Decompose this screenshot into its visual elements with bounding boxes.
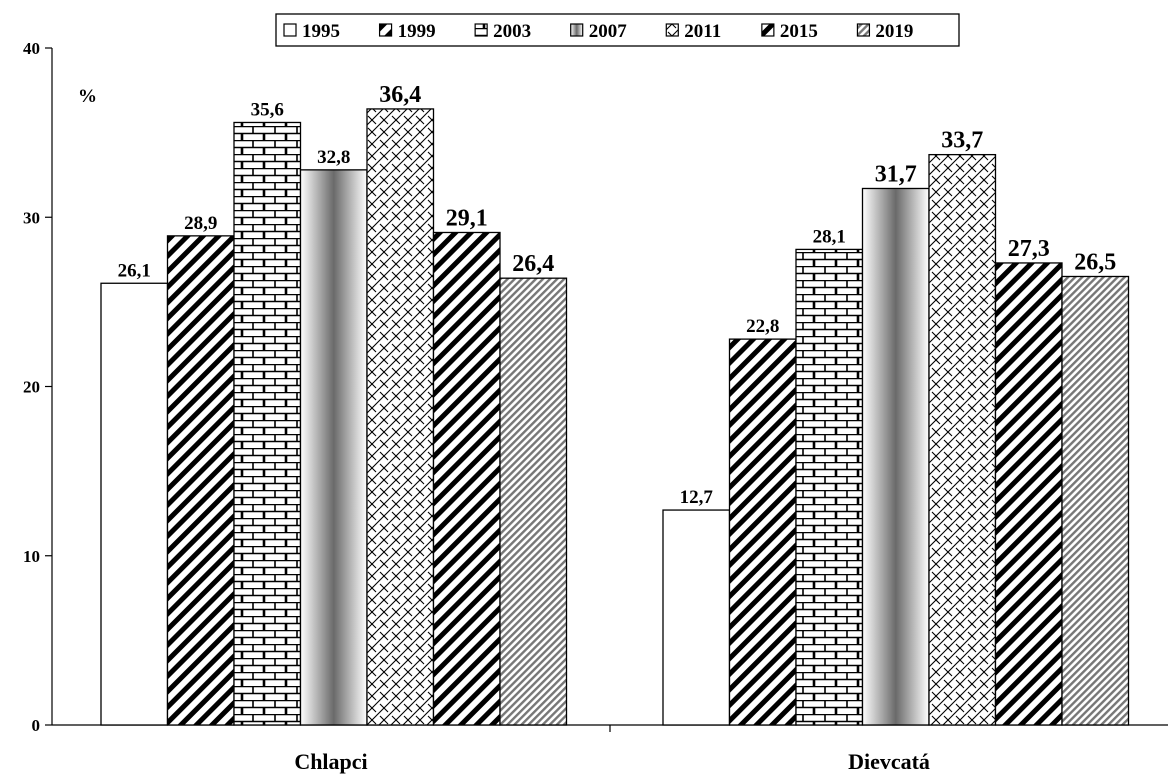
- legend-label-2011: 2011: [684, 21, 721, 42]
- data-label-chlapci-2015: 29,1: [446, 205, 488, 231]
- legend-swatch-2011: [665, 23, 679, 37]
- data-label-chlapci-2011: 36,4: [379, 82, 421, 108]
- bar-chlapci-2011: [366, 108, 435, 726]
- data-label-dievcata-2019: 26,5: [1074, 249, 1116, 275]
- legend-swatch-2019: [856, 23, 871, 37]
- bar-chlapci-1999: [166, 235, 235, 726]
- legend-swatch-2015: [761, 23, 775, 37]
- data-label-dievcata-2011: 33,7: [941, 128, 983, 154]
- data-label-chlapci-1999: 28,9: [184, 213, 217, 234]
- legend-label-2019: 2019: [875, 21, 913, 42]
- bar-dievcata-2003: [795, 248, 864, 726]
- y-tick-label: 30: [23, 208, 40, 227]
- bar-dievcata-2011: [928, 153, 997, 726]
- legend-label-2007: 2007: [589, 21, 628, 42]
- bar-chlapci-1995: [100, 282, 169, 726]
- data-label-chlapci-1995: 26,1: [118, 260, 151, 281]
- y-tick-label: 20: [23, 378, 40, 397]
- x-category-label-chlapci: Chlapci: [294, 749, 367, 774]
- legend-label-1999: 1999: [398, 21, 436, 42]
- y-tick-label: 10: [23, 547, 40, 566]
- legend-swatch-2003: [474, 23, 488, 37]
- bar-dievcata-1995: [662, 509, 731, 726]
- bar-dievcata-1999: [728, 338, 797, 726]
- bar-dievcata-2015: [994, 262, 1063, 726]
- legend-swatch-1999: [378, 23, 393, 37]
- data-label-dievcata-2007: 31,7: [875, 161, 917, 187]
- bar-dievcata-2019: [1061, 275, 1130, 726]
- data-label-dievcata-2015: 27,3: [1008, 236, 1050, 262]
- data-label-dievcata-2003: 28,1: [813, 226, 846, 247]
- legend-swatch-1995: [283, 23, 297, 37]
- bar-chlapci-2019: [499, 277, 568, 726]
- legend-label-2015: 2015: [780, 21, 818, 42]
- data-label-chlapci-2003: 35,6: [251, 99, 284, 120]
- legend-label-1995: 1995: [302, 21, 340, 42]
- data-labels: 26,1 28,9 35,6 32,8 36,4 29,1 26,4 12,7 22,8 28,1…: [118, 82, 1117, 508]
- legend-swatch-2007: [570, 23, 584, 37]
- legend: 1995 1999 2003 2007 2011 2015 2019: [275, 13, 960, 47]
- y-axis-label: %: [78, 86, 97, 107]
- data-label-chlapci-2019: 26,4: [512, 251, 554, 277]
- bar-chlapci-2003: [233, 121, 302, 726]
- y-tick-label: 40: [23, 39, 40, 58]
- bars: [100, 108, 1130, 726]
- data-label-dievcata-1999: 22,8: [746, 316, 779, 337]
- y-tick-label: 0: [32, 716, 41, 735]
- data-label-dievcata-1995: 12,7: [680, 487, 714, 508]
- bar-dievcata-2007: [861, 187, 930, 726]
- legend-label-2003: 2003: [493, 21, 531, 42]
- data-label-chlapci-2007: 32,8: [317, 147, 350, 168]
- bar-chlapci-2007: [299, 169, 368, 726]
- x-category-label-dievcata: Dievcatá: [848, 749, 930, 774]
- bar-chlapci-2015: [432, 231, 501, 726]
